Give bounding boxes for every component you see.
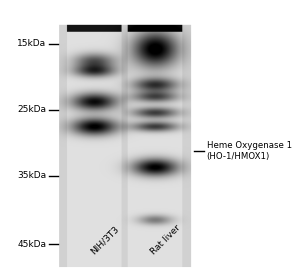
- Text: NIH/3T3: NIH/3T3: [88, 225, 120, 257]
- Text: 15kDa: 15kDa: [17, 39, 46, 48]
- Text: 25kDa: 25kDa: [17, 105, 46, 114]
- Text: 35kDa: 35kDa: [17, 171, 46, 180]
- Text: Heme Oxygenase 1
(HO-1/HMOX1): Heme Oxygenase 1 (HO-1/HMOX1): [207, 141, 292, 161]
- Text: 45kDa: 45kDa: [17, 240, 46, 248]
- Text: Rat liver: Rat liver: [149, 223, 182, 257]
